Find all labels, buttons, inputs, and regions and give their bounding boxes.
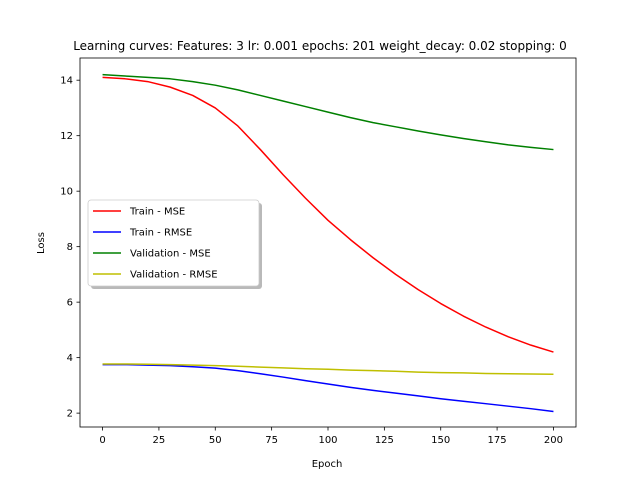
legend-label-3: Validation - RMSE — [130, 270, 218, 281]
x-tick-label: 150 — [431, 435, 450, 446]
x-tick-label: 25 — [153, 435, 166, 446]
y-tick-label: 4 — [67, 353, 73, 364]
x-tick-label: 100 — [318, 435, 337, 446]
legend-label-0: Train - MSE — [129, 207, 185, 218]
series-line-0 — [102, 76, 554, 353]
chart-title: Learning curves: Features: 3 lr: 0.001 e… — [73, 39, 567, 53]
y-tick-label: 10 — [60, 187, 73, 198]
x-tick-label: 125 — [375, 435, 394, 446]
axes-layer: 0 25 50 75 100 125 150 175 200 2 4 6 8 10 12 14 — [60, 57, 577, 446]
series-line-2 — [102, 73, 554, 151]
y-tick-label: 14 — [60, 76, 73, 87]
y-tick-label: 6 — [67, 298, 73, 309]
y-tick-label: 12 — [60, 131, 73, 142]
y-tick-label: 8 — [67, 242, 73, 253]
legend-label-2: Validation - MSE — [130, 249, 211, 260]
x-tick-label: 75 — [265, 435, 278, 446]
legend-label-1: Train - RMSE — [129, 228, 192, 239]
x-tick-label: 50 — [209, 435, 222, 446]
series-layer — [102, 73, 554, 413]
x-tick-label: 0 — [99, 435, 105, 446]
x-axis-label: Epoch — [312, 459, 343, 470]
x-tick-label: 200 — [544, 435, 563, 446]
y-axis-label: Loss — [36, 232, 47, 254]
series-line-1 — [102, 363, 554, 413]
legend: Train - MSE Train - RMSE Validation - MSE V… — [87, 199, 262, 289]
y-tick-label: 2 — [67, 409, 73, 420]
x-tick-label: 175 — [488, 435, 507, 446]
series-line-3 — [102, 363, 554, 376]
legend-frame — [87, 199, 260, 287]
